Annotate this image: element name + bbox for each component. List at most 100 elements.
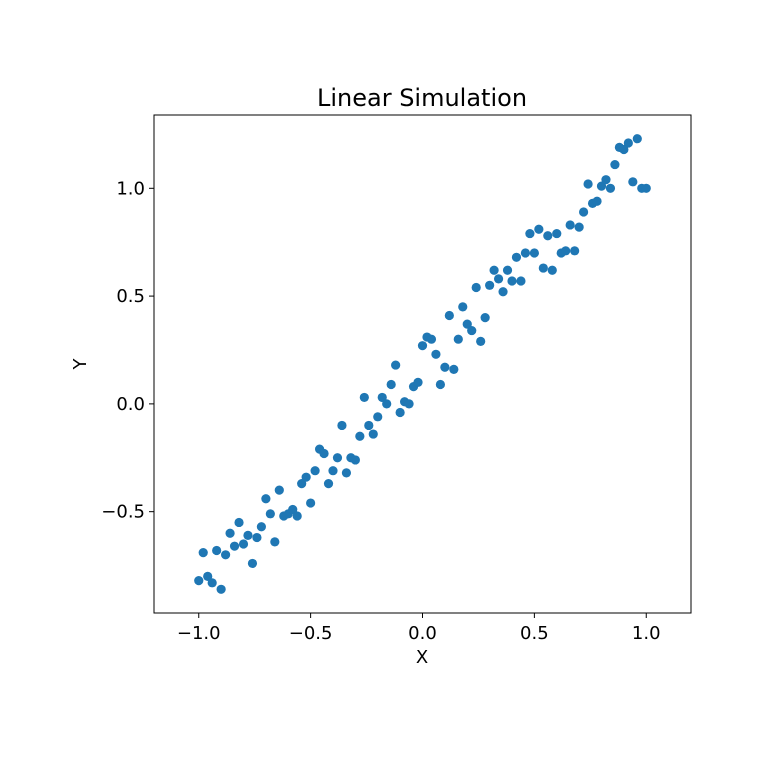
data-point xyxy=(306,498,316,508)
data-point xyxy=(229,541,240,551)
data-point xyxy=(534,224,544,234)
data-point xyxy=(552,228,562,239)
chart-title: Linear Simulation xyxy=(317,84,527,112)
data-point xyxy=(480,313,490,323)
data-point xyxy=(462,319,472,329)
data-point xyxy=(561,246,571,256)
data-point xyxy=(337,420,347,431)
data-point xyxy=(238,539,249,549)
data-point xyxy=(265,509,275,519)
data-point xyxy=(516,276,526,286)
data-point xyxy=(301,472,311,482)
data-point xyxy=(525,228,535,239)
data-point xyxy=(543,231,553,241)
data-point xyxy=(632,134,642,144)
data-point xyxy=(377,392,387,403)
data-point xyxy=(310,466,320,476)
x-axis: −1.0 −0.5 0.0 0.5 1.0 xyxy=(177,613,661,644)
data-point xyxy=(579,207,589,217)
data-point xyxy=(270,537,280,547)
y-axis-label: Y xyxy=(70,358,91,371)
data-point xyxy=(601,175,611,185)
data-point xyxy=(570,246,580,256)
y-tick-label: −0.5 xyxy=(101,502,145,523)
data-point xyxy=(274,485,284,495)
data-point xyxy=(207,578,217,588)
data-point xyxy=(391,360,401,370)
data-point xyxy=(440,362,450,372)
data-point xyxy=(538,263,548,273)
x-tick-label: 1.0 xyxy=(632,623,661,644)
data-point xyxy=(583,179,593,189)
data-point xyxy=(467,325,477,336)
x-tick-label: 0.0 xyxy=(408,623,437,644)
data-point xyxy=(292,511,302,521)
data-point xyxy=(444,310,454,321)
data-point xyxy=(641,183,651,193)
y-tick-label: 0.0 xyxy=(116,394,145,415)
data-point xyxy=(610,159,620,170)
data-point xyxy=(225,528,235,538)
data-point xyxy=(623,138,633,148)
data-point xyxy=(221,550,231,560)
data-point xyxy=(520,248,531,258)
y-tick-label: 0.5 xyxy=(116,286,145,307)
data-point xyxy=(216,584,226,594)
data-point xyxy=(458,302,468,312)
data-point xyxy=(247,558,258,569)
data-points xyxy=(194,134,651,594)
data-point xyxy=(386,379,396,390)
data-point xyxy=(382,399,392,409)
data-point xyxy=(323,479,334,489)
data-point xyxy=(471,282,481,293)
data-point xyxy=(359,392,369,403)
x-tick-label: −1.0 xyxy=(177,623,221,644)
data-point xyxy=(498,287,508,297)
data-point xyxy=(529,248,539,258)
data-point xyxy=(203,571,213,581)
data-point xyxy=(449,364,459,374)
data-point xyxy=(574,222,584,232)
y-tick-label: 1.0 xyxy=(116,178,145,199)
data-point xyxy=(619,144,629,155)
data-point xyxy=(493,274,504,284)
data-point xyxy=(364,420,374,431)
data-point xyxy=(319,448,329,459)
data-point xyxy=(628,177,638,187)
data-point xyxy=(511,252,522,262)
data-point xyxy=(243,530,253,540)
data-point xyxy=(297,479,307,489)
data-point xyxy=(426,334,437,344)
data-point xyxy=(502,265,513,275)
data-point xyxy=(507,276,517,286)
data-point xyxy=(592,196,602,206)
y-axis: −0.5 0.0 0.5 1.0 xyxy=(101,178,154,523)
data-point xyxy=(198,548,208,558)
data-point xyxy=(373,412,383,422)
data-point xyxy=(485,280,495,290)
x-tick-label: −0.5 xyxy=(289,623,333,644)
data-point xyxy=(453,334,463,344)
data-point xyxy=(355,431,365,441)
data-point xyxy=(288,504,298,515)
data-point xyxy=(332,453,343,463)
data-point xyxy=(565,220,575,230)
data-point xyxy=(596,181,607,191)
data-point xyxy=(605,183,616,193)
data-point xyxy=(435,379,445,390)
data-point xyxy=(368,429,378,439)
data-point xyxy=(194,576,204,586)
data-point xyxy=(547,265,557,275)
data-point xyxy=(489,265,499,275)
x-axis-label: X xyxy=(416,647,428,668)
data-point xyxy=(261,494,271,504)
data-point xyxy=(341,468,352,478)
data-point xyxy=(476,336,486,346)
data-point xyxy=(404,399,414,409)
data-point xyxy=(417,341,428,351)
data-point xyxy=(252,532,262,543)
data-point xyxy=(234,517,244,528)
data-point xyxy=(350,455,360,465)
